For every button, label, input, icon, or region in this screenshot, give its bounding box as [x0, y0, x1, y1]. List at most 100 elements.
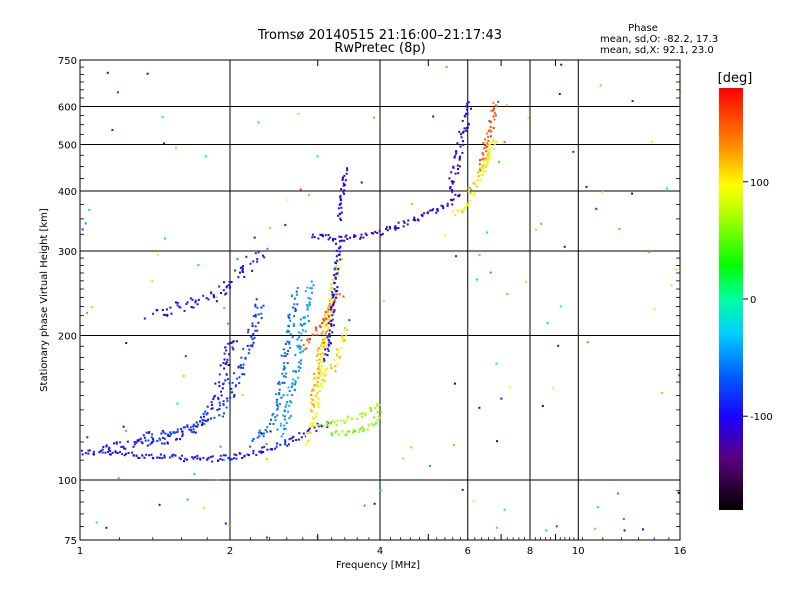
data-point [340, 236, 343, 238]
data-point [194, 301, 197, 304]
data-point [482, 163, 485, 166]
data-point [309, 425, 311, 428]
noise-point [631, 100, 634, 103]
data-point [484, 138, 487, 141]
data-point [108, 446, 111, 449]
data-point [246, 453, 249, 456]
noise-point [186, 498, 189, 501]
data-point [299, 351, 302, 354]
data-point [323, 359, 326, 362]
colorbar-ticks: 100 0 -100 [743, 178, 773, 423]
data-point [143, 436, 146, 439]
data-point [451, 182, 454, 185]
data-point [313, 384, 316, 387]
data-point [466, 102, 469, 105]
data-point [284, 427, 287, 430]
data-point [183, 460, 185, 463]
data-point [332, 237, 334, 240]
data-point [305, 443, 308, 446]
data-point [163, 437, 166, 440]
data-point [84, 452, 87, 455]
data-point [310, 401, 313, 404]
data-point [328, 421, 331, 424]
data-point [199, 458, 202, 461]
data-point [475, 179, 478, 182]
data-point [326, 426, 329, 428]
data-point [228, 382, 231, 385]
data-point [457, 172, 460, 175]
data-point [469, 191, 472, 194]
data-point [343, 184, 346, 186]
data-point [280, 396, 283, 399]
data-point [230, 341, 233, 344]
data-point [478, 163, 481, 166]
data-point [417, 218, 419, 221]
data-point [192, 431, 195, 434]
data-point [207, 418, 210, 421]
data-point [254, 329, 257, 332]
data-point [319, 370, 322, 373]
noise-point [175, 147, 177, 150]
data-point [306, 304, 309, 307]
noise-point [219, 445, 222, 448]
data-point [376, 232, 379, 234]
data-point [453, 156, 456, 159]
data-point [482, 165, 485, 168]
data-point [490, 130, 492, 133]
data-point [309, 408, 312, 411]
phase-stats-x: mean, sd,X: 92.1, 23.0 [600, 45, 714, 56]
noise-point [106, 71, 109, 74]
data-point [288, 438, 291, 441]
data-point [326, 421, 328, 424]
data-point [137, 456, 140, 459]
data-point [282, 394, 285, 397]
data-point [364, 413, 367, 415]
data-point [340, 199, 342, 202]
data-point [317, 425, 320, 428]
noise-point [146, 72, 149, 75]
data-point [115, 441, 118, 444]
data-point [452, 198, 455, 201]
data-point [306, 286, 309, 289]
data-point [322, 235, 324, 238]
data-point [191, 298, 194, 301]
data-point [282, 348, 285, 351]
data-point [224, 454, 227, 457]
data-point [467, 202, 470, 205]
data-point [314, 394, 317, 397]
data-point [465, 127, 468, 129]
data-point [346, 416, 349, 419]
data-point [308, 301, 311, 304]
data-point [269, 423, 271, 425]
data-point [483, 147, 486, 150]
colorbar [719, 88, 743, 510]
data-point [338, 253, 341, 256]
data-point [218, 407, 221, 410]
data-point [166, 441, 169, 444]
noise-point [678, 374, 680, 377]
data-point [286, 353, 289, 355]
data-point [386, 229, 389, 232]
y-tick-label: 300 [58, 247, 77, 258]
data-point [330, 320, 333, 322]
data-point [324, 331, 327, 334]
data-point [296, 338, 299, 341]
data-point [342, 419, 345, 422]
noise-point [184, 355, 187, 358]
noise-point [223, 459, 226, 461]
data-point [256, 306, 259, 309]
data-point [272, 423, 275, 425]
data-point [145, 431, 148, 434]
noise-point [410, 446, 413, 449]
data-point [456, 164, 459, 167]
data-point [327, 308, 330, 311]
data-point [313, 426, 316, 429]
data-point [492, 109, 495, 112]
data-point [492, 139, 495, 142]
data-point [346, 238, 349, 240]
noise-point [677, 491, 680, 494]
data-point [256, 258, 259, 261]
data-point [247, 352, 250, 355]
data-point [225, 349, 228, 352]
